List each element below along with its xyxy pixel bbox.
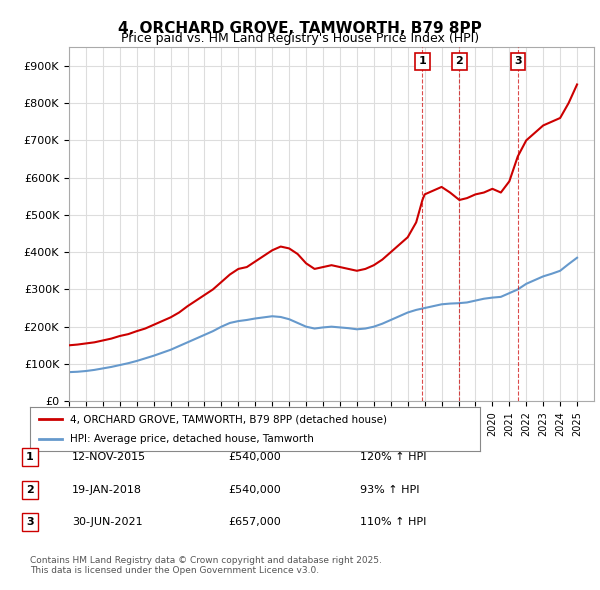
Text: HPI: Average price, detached house, Tamworth: HPI: Average price, detached house, Tamw…: [71, 434, 314, 444]
Text: 30-JUN-2021: 30-JUN-2021: [72, 517, 143, 527]
Text: 120% ↑ HPI: 120% ↑ HPI: [360, 453, 427, 462]
Text: 1: 1: [26, 453, 34, 462]
Text: 12-NOV-2015: 12-NOV-2015: [72, 453, 146, 462]
Text: Price paid vs. HM Land Registry's House Price Index (HPI): Price paid vs. HM Land Registry's House …: [121, 32, 479, 45]
Text: 110% ↑ HPI: 110% ↑ HPI: [360, 517, 427, 527]
Text: 1: 1: [419, 57, 427, 66]
Text: 4, ORCHARD GROVE, TAMWORTH, B79 8PP: 4, ORCHARD GROVE, TAMWORTH, B79 8PP: [118, 21, 482, 35]
Text: £540,000: £540,000: [228, 485, 281, 494]
Text: Contains HM Land Registry data © Crown copyright and database right 2025.
This d: Contains HM Land Registry data © Crown c…: [30, 556, 382, 575]
Text: 19-JAN-2018: 19-JAN-2018: [72, 485, 142, 494]
Text: 3: 3: [26, 517, 34, 527]
Text: 2: 2: [455, 57, 463, 66]
Text: 93% ↑ HPI: 93% ↑ HPI: [360, 485, 419, 494]
Text: 3: 3: [514, 57, 521, 66]
Text: 4, ORCHARD GROVE, TAMWORTH, B79 8PP (detached house): 4, ORCHARD GROVE, TAMWORTH, B79 8PP (det…: [71, 415, 388, 424]
Text: £657,000: £657,000: [228, 517, 281, 527]
Text: 2: 2: [26, 485, 34, 494]
Text: £540,000: £540,000: [228, 453, 281, 462]
